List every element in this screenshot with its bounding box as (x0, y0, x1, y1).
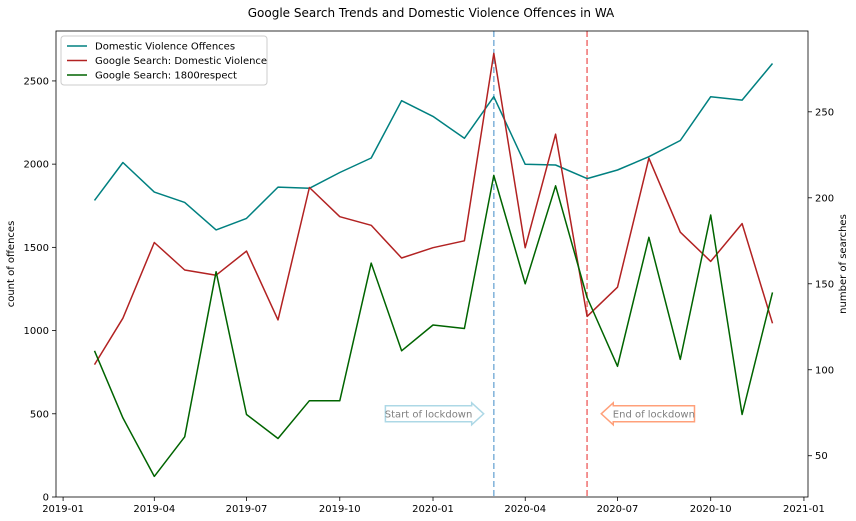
annotation-arrow-0 (384, 401, 485, 427)
x-tick-label: 2019-01 (42, 504, 84, 515)
x-tick-label: 2019-07 (226, 504, 268, 515)
y2-tick-label: 200 (815, 193, 834, 204)
legend-label-2: Google Search: 1800respect (95, 71, 237, 82)
series-line-2 (93, 174, 774, 478)
plot-area: Start of lockdown End of lockdown (93, 31, 774, 497)
x-tick-label: 2019-10 (319, 504, 361, 515)
x-tick-label: 2020-10 (690, 504, 732, 515)
legend: Domestic Violence Offences Google Search:… (60, 35, 268, 86)
y-tick-label: 0 (43, 493, 49, 504)
y2-tick-label: 100 (815, 365, 834, 376)
y-axis-title: count of offences (6, 221, 17, 308)
y2-tick-label: 250 (815, 107, 834, 118)
legend-label-0: Domestic Violence Offences (95, 42, 235, 53)
y-tick-label: 500 (30, 409, 49, 420)
series-line-0 (93, 63, 774, 231)
annotation-label-1: End of lockdown (613, 409, 695, 420)
chart-title: Google Search Trends and Domestic Violen… (248, 6, 615, 20)
y-tick-label: 1500 (24, 243, 49, 254)
x-tick-label: 2021-01 (783, 504, 825, 515)
x-tick-label: 2020-01 (412, 504, 454, 515)
axes: 2019-01 2019-04 2019-07 2019-10 2020-01 2020-… (6, 30, 849, 515)
annotation-arrow-1 (600, 401, 696, 427)
x-tick-label: 2020-07 (597, 504, 639, 515)
x-tick-label: 2020-04 (504, 504, 546, 515)
series-line-1 (93, 52, 774, 365)
legend-label-1: Google Search: Domestic Violence (95, 56, 267, 67)
y2-tick-label: 150 (815, 279, 834, 290)
legend-box (60, 35, 268, 86)
plot-frame (55, 30, 809, 498)
y2-tick-label: 50 (815, 451, 828, 462)
x-tick-label: 2019-04 (133, 504, 175, 515)
y2-axis-title: number of searches (838, 214, 849, 314)
y-tick-label: 1000 (24, 326, 49, 337)
annotation-label-0: Start of lockdown (385, 409, 473, 420)
y-tick-label: 2500 (24, 76, 49, 87)
y-tick-label: 2000 (24, 160, 49, 171)
